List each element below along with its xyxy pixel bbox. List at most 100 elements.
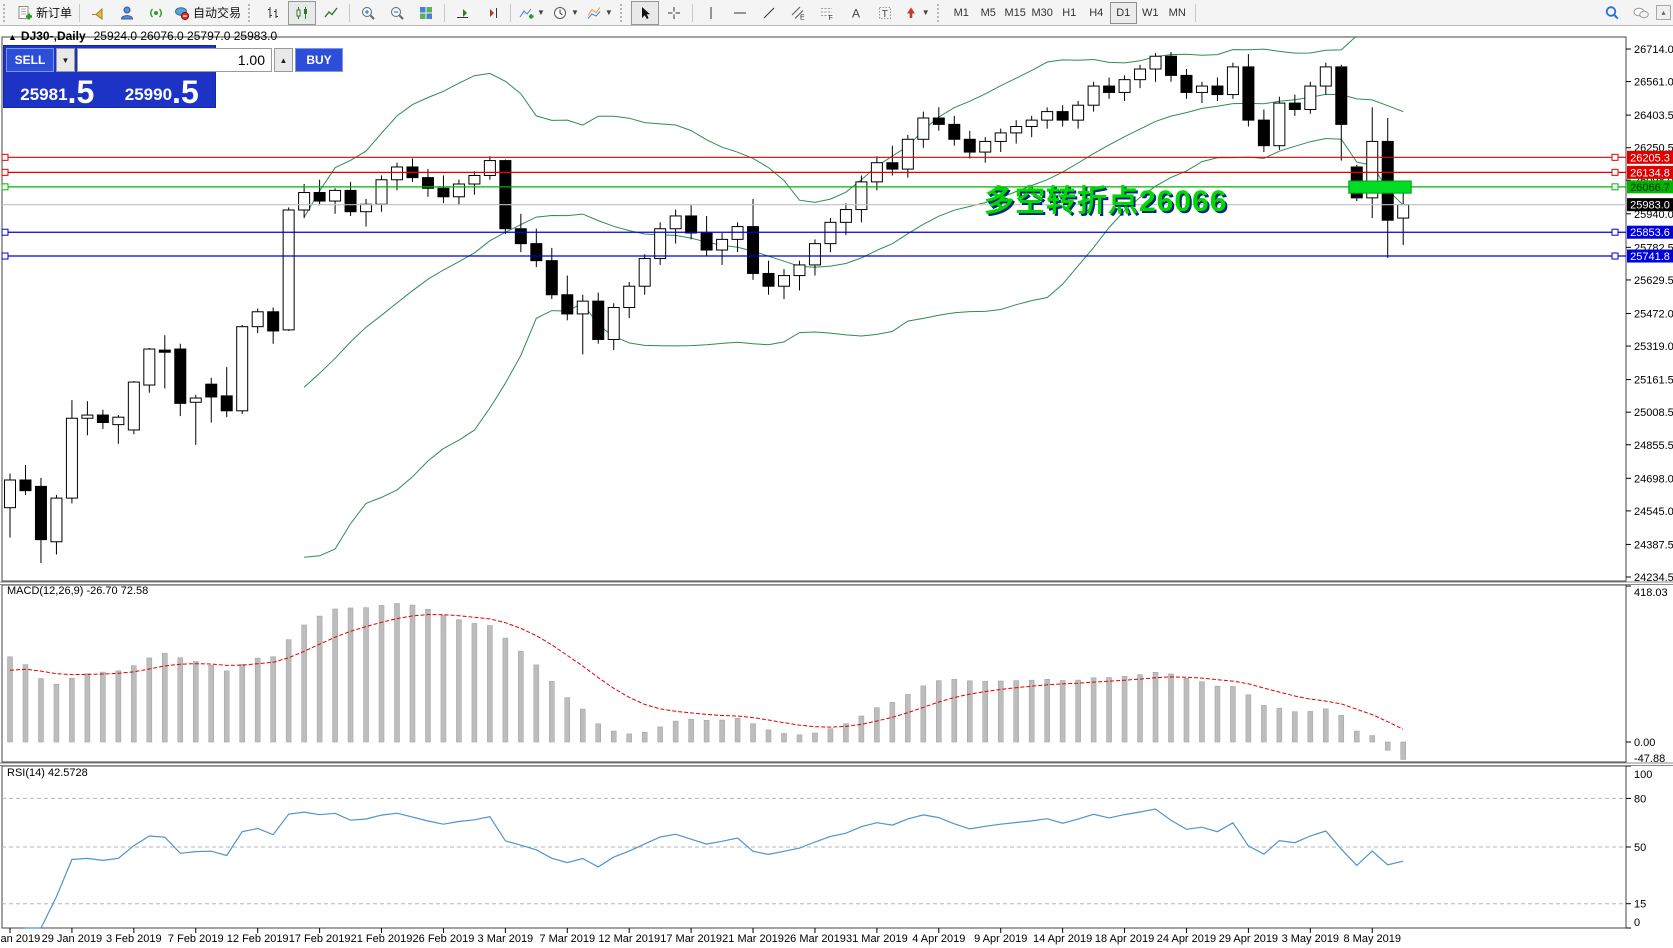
price-line-axis-label[interactable] <box>1627 150 1673 164</box>
price-line-axis-label[interactable] <box>1627 249 1673 263</box>
date-label: 12 Feb 2019 <box>227 933 289 945</box>
toolbar-overflow-button[interactable]: ▴ <box>1656 5 1671 20</box>
line-handle[interactable] <box>1 168 9 176</box>
crosshair-button[interactable] <box>660 1 688 25</box>
timeframe-button-mn[interactable]: MN <box>1168 6 1186 19</box>
svg-text:T: T <box>882 9 888 20</box>
price-line-axis-label[interactable] <box>1627 225 1673 239</box>
candle-body <box>50 497 63 543</box>
price-line-axis-label-text: 26205.3 <box>1630 152 1670 164</box>
price-line-axis-label[interactable] <box>1627 165 1673 179</box>
timeframe-button-d1[interactable]: D1 <box>1109 1 1137 24</box>
candle-body <box>1087 85 1100 106</box>
indicators-button[interactable]: ▼ <box>515 1 548 25</box>
candle-body <box>236 326 249 412</box>
macd-zero-label: 0.00 <box>1634 737 1655 749</box>
text-label-button[interactable]: T <box>871 1 899 25</box>
buy-price[interactable]: 25990 .5 <box>110 74 213 108</box>
line-handle[interactable] <box>1 228 9 236</box>
highlight-rectangle[interactable] <box>1348 180 1412 194</box>
candle-body <box>174 348 187 404</box>
line-handle[interactable] <box>1 183 9 191</box>
timeframe-button-w1[interactable]: W1 <box>1141 6 1159 19</box>
toolbar-grip[interactable] <box>248 3 255 22</box>
candle-body <box>1288 102 1301 110</box>
arrows-button[interactable]: ▼ <box>900 1 933 25</box>
templates-button[interactable]: ▼ <box>583 1 616 25</box>
line-handle[interactable] <box>1611 252 1619 260</box>
candle-body <box>762 272 775 287</box>
dropdown-caret-icon: ▼ <box>570 7 579 17</box>
line-handle[interactable] <box>1611 153 1619 161</box>
sell-price[interactable]: 25981 .5 <box>6 74 109 108</box>
buy-button[interactable]: BUY <box>295 48 343 72</box>
trendline-button[interactable] <box>755 1 783 25</box>
macd-histogram-bar <box>595 723 601 743</box>
timeframe-button-h4[interactable]: H4 <box>1089 6 1104 19</box>
new-order-button[interactable]: 新订单 <box>14 1 75 25</box>
bar-chart-button[interactable] <box>259 1 287 25</box>
search-button[interactable] <box>1598 1 1626 25</box>
chat-button[interactable] <box>1627 1 1655 25</box>
chart-annotation-text[interactable]: 多空转折点26066 <box>984 185 1228 218</box>
text-button[interactable]: A <box>842 1 870 25</box>
fibonacci-button[interactable]: F <box>813 1 841 25</box>
timeframe-button-m5[interactable]: M5 <box>980 6 996 19</box>
line-chart-button[interactable] <box>317 1 345 25</box>
expert-advisors-button[interactable] <box>113 1 141 25</box>
line-handle[interactable] <box>1 252 9 260</box>
tile-windows-button[interactable] <box>412 1 440 25</box>
candle-body <box>576 300 589 315</box>
candlestick-chart-button[interactable] <box>288 0 317 25</box>
macd-histogram-bar <box>1028 679 1035 743</box>
separator <box>1194 3 1196 22</box>
line-handle[interactable] <box>1611 228 1619 236</box>
macd-histogram-bar <box>1400 741 1406 760</box>
candle-body <box>1319 66 1332 87</box>
periods-button[interactable]: ▼ <box>549 1 582 25</box>
vertical-line-button[interactable] <box>697 1 725 25</box>
volume-decrease-button[interactable]: ▼ <box>56 48 75 72</box>
macd-histogram-bar <box>193 661 199 743</box>
line-handle[interactable] <box>1611 183 1619 191</box>
date-label: 4 Apr 2019 <box>912 933 965 945</box>
macd-histogram-bar <box>796 734 803 743</box>
auto-trading-button[interactable]: 自动交易 <box>171 1 244 25</box>
chart-shift-icon <box>484 5 500 21</box>
macd-histogram-bar <box>38 678 44 743</box>
macd-histogram-bar <box>84 673 91 743</box>
rsi-tick-label: 0 <box>1634 917 1640 929</box>
timeframe-button-m30[interactable]: M30 <box>1031 6 1053 19</box>
channel-button[interactable]: E <box>784 1 812 25</box>
sell-button[interactable]: SELL <box>6 48 54 72</box>
volume-input[interactable] <box>77 48 272 72</box>
toolbar-grip[interactable] <box>936 3 944 22</box>
candle-body <box>437 187 450 198</box>
auto-scroll-button[interactable] <box>449 1 477 25</box>
timeframe-button-m1[interactable]: M1 <box>953 6 969 19</box>
macd-histogram-bar <box>1044 679 1050 743</box>
toolbar-grip[interactable] <box>619 3 627 22</box>
collapse-panel-icon[interactable]: ▲ <box>8 32 17 42</box>
current-price-axis-label[interactable] <box>1627 198 1673 212</box>
macd-histogram-bar <box>1199 681 1205 743</box>
zoom-in-button[interactable] <box>354 1 382 25</box>
macd-histogram-bar <box>115 670 122 743</box>
chart-shift-button[interactable] <box>478 1 506 25</box>
cursor-button[interactable] <box>630 0 659 25</box>
macd-histogram-bar <box>765 729 772 743</box>
volume-increase-button[interactable]: ▲ <box>274 48 293 72</box>
line-handle[interactable] <box>1 153 9 161</box>
signal-button[interactable] <box>142 1 170 25</box>
toolbar-grip[interactable] <box>3 3 10 22</box>
zoom-out-button[interactable] <box>383 1 411 25</box>
price-line-axis-label[interactable] <box>1627 180 1673 194</box>
sound-button[interactable] <box>84 1 112 25</box>
horizontal-line-button[interactable] <box>726 1 754 25</box>
candle-body <box>561 294 574 315</box>
line-handle[interactable] <box>1611 168 1619 176</box>
timeframe-button-h1[interactable]: H1 <box>1062 6 1077 19</box>
timeframe-button-m15[interactable]: M15 <box>1004 6 1026 19</box>
separator <box>349 3 351 22</box>
